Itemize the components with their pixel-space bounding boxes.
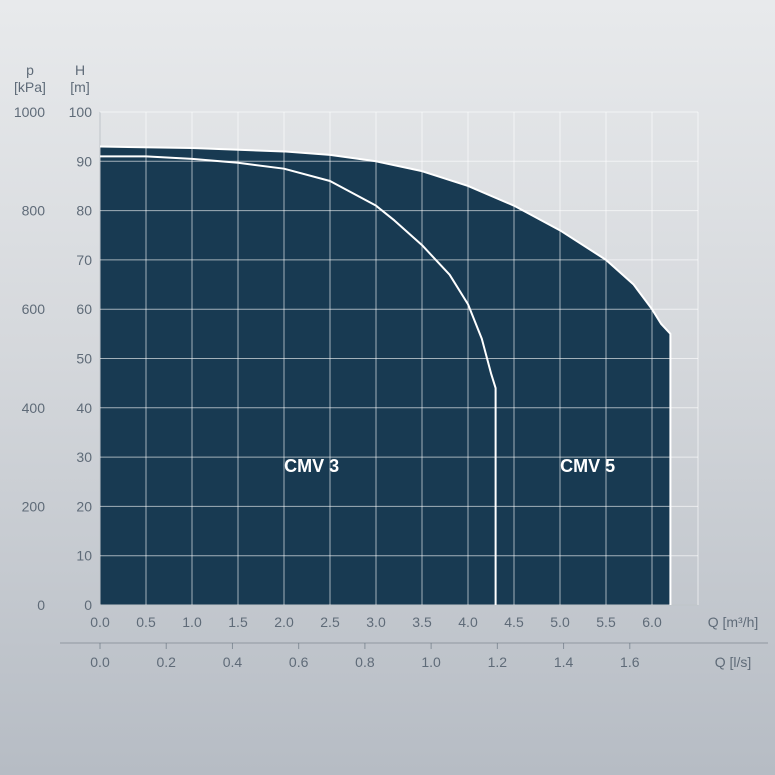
x-tick-ls-1.2: 1.2	[488, 654, 508, 670]
x-tick-ls-0.2: 0.2	[156, 654, 176, 670]
x-tick-m3h-2.5: 2.5	[320, 614, 340, 630]
x-tick-m3h-1: 1.0	[182, 614, 202, 630]
x-tick-m3h-0.5: 0.5	[136, 614, 156, 630]
y-tick-h-90: 90	[76, 153, 92, 169]
x-axis-secondary-title: Q [l/s]	[715, 654, 752, 670]
y-tick-h-20: 20	[76, 498, 92, 514]
x-tick-m3h-2: 2.0	[274, 614, 294, 630]
y-tick-p-400: 400	[22, 400, 46, 416]
y-axis-primary-title-2: [m]	[70, 79, 89, 95]
y-tick-p-1000: 1000	[14, 104, 45, 120]
x-tick-m3h-5.5: 5.5	[596, 614, 616, 630]
y-axis-secondary-title-1: p	[26, 62, 34, 78]
x-tick-ls-0: 0.0	[90, 654, 110, 670]
y-tick-h-50: 50	[76, 351, 92, 367]
y-tick-h-30: 30	[76, 449, 92, 465]
y-tick-p-0: 0	[37, 597, 45, 613]
x-tick-ls-1.6: 1.6	[620, 654, 640, 670]
y-tick-p-200: 200	[22, 498, 46, 514]
y-tick-h-100: 100	[69, 104, 93, 120]
x-tick-ls-0.6: 0.6	[289, 654, 309, 670]
y-axis-secondary-title-2: [kPa]	[14, 79, 46, 95]
x-tick-m3h-3: 3.0	[366, 614, 386, 630]
x-tick-m3h-6: 6.0	[642, 614, 662, 630]
x-tick-ls-0.8: 0.8	[355, 654, 375, 670]
y-axis-primary-title-1: H	[75, 62, 85, 78]
x-tick-m3h-5: 5.0	[550, 614, 570, 630]
pump-curve-chart: CMV 3 CMV 5 0 10 20 30 40 50 60 70 80 90 100 H[m] 0 200…	[0, 0, 775, 775]
y-tick-h-60: 60	[76, 301, 92, 317]
x-axis-primary-title: Q [m³/h]	[708, 614, 759, 630]
x-tick-ls-1.4: 1.4	[554, 654, 574, 670]
x-tick-m3h-4.5: 4.5	[504, 614, 524, 630]
y-tick-p-800: 800	[22, 203, 46, 219]
x-tick-ls-1: 1.0	[421, 654, 441, 670]
y-tick-h-80: 80	[76, 203, 92, 219]
x-tick-m3h-3.5: 3.5	[412, 614, 432, 630]
series-label-cmv-3: CMV 3	[284, 456, 339, 476]
x-tick-m3h-1.5: 1.5	[228, 614, 248, 630]
x-tick-ls-0.4: 0.4	[223, 654, 243, 670]
y-tick-h-0: 0	[84, 597, 92, 613]
y-tick-p-600: 600	[22, 301, 46, 317]
x-tick-m3h-4: 4.0	[458, 614, 478, 630]
series-label-cmv-5: CMV 5	[560, 456, 615, 476]
y-tick-h-10: 10	[76, 548, 92, 564]
x-tick-m3h-0: 0.0	[90, 614, 110, 630]
y-tick-h-40: 40	[76, 400, 92, 416]
y-tick-h-70: 70	[76, 252, 92, 268]
